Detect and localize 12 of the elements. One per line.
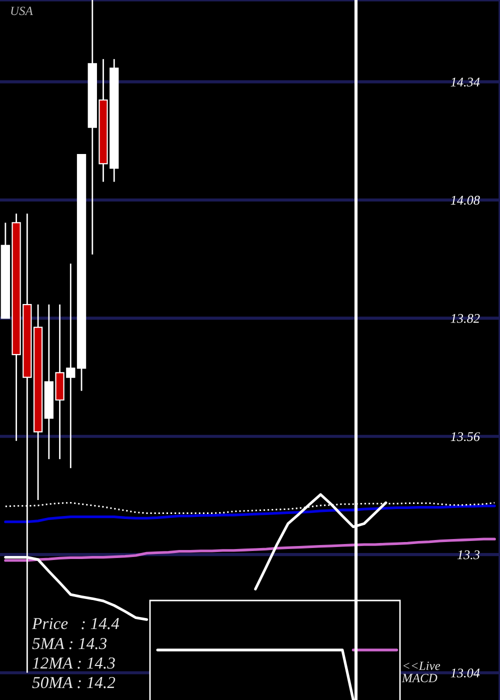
y-tick-label: 13.04 (450, 668, 480, 678)
annotation: <<Live MACD (402, 662, 440, 682)
chart-title: USA (11, 6, 33, 16)
y-tick-label: 14.08 (450, 196, 480, 205)
annotation: 12MA : 14.3 (32, 657, 115, 669)
annotation: Price : 14.4 (32, 618, 120, 630)
y-tick-label: 14.34 (450, 78, 480, 87)
annotation: 5MA : 14.3 (32, 638, 107, 650)
y-tick-label: 13.56 (450, 432, 480, 442)
y-tick-label: 13.82 (450, 314, 480, 323)
annotation: 50MA : 14.2 (32, 676, 116, 688)
y-tick-label: 13.3 (457, 550, 480, 560)
